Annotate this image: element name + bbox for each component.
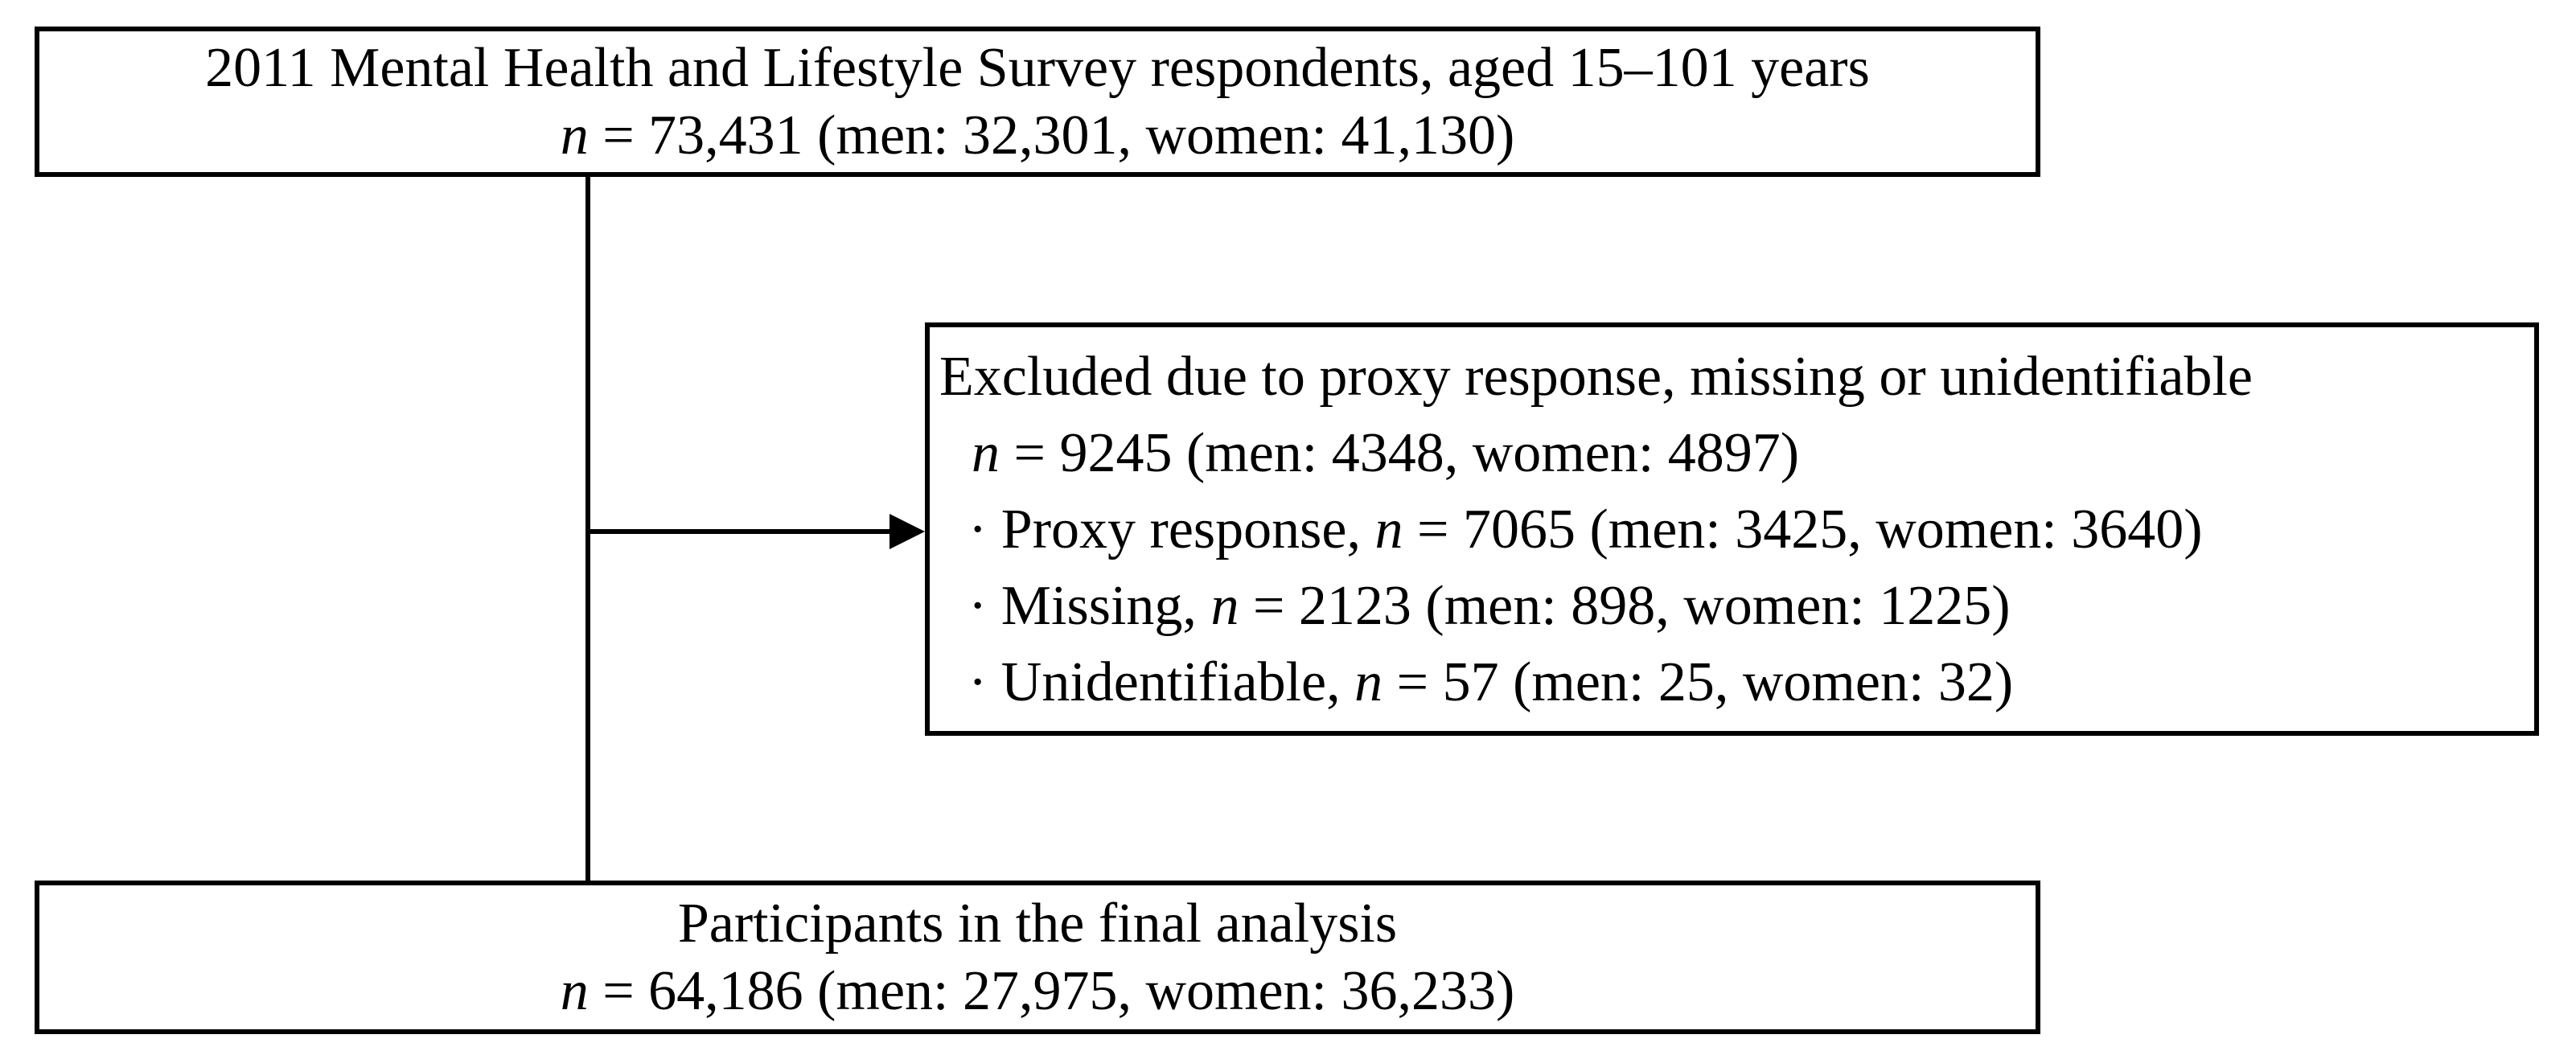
text-segment: = 7065 (men: 3425, women: 3640) xyxy=(1403,498,2203,560)
text-segment: Excluded due to proxy response, missing … xyxy=(939,345,2253,408)
excluded-missing-line: · Missing, n = 2123 (men: 898, women: 12… xyxy=(930,568,2534,644)
italic-n-symbol: n xyxy=(972,421,1000,484)
vertical-connector-line xyxy=(585,177,590,881)
italic-n-symbol: n xyxy=(1354,651,1383,713)
arrowhead-icon xyxy=(889,514,925,549)
excluded-box: Excluded due to proxy response, missing … xyxy=(925,322,2539,736)
text-segment: = 9245 (men: 4348, women: 4897) xyxy=(1000,421,1800,484)
text-segment: Participants in the final analysis xyxy=(677,892,1398,955)
survey-count-line: n = 73,431 (men: 32,301, women: 41,130) xyxy=(39,102,2036,170)
italic-n-symbol: n xyxy=(560,959,589,1022)
excluded-title-line: Excluded due to proxy response, missing … xyxy=(930,339,2534,415)
italic-n-symbol: n xyxy=(560,104,589,166)
text-segment: = 2123 (men: 898, women: 1225) xyxy=(1239,574,2011,637)
text-segment: = 64,186 (men: 27,975, women: 36,233) xyxy=(588,959,1515,1022)
text-segment: · Proxy response, xyxy=(968,498,1375,560)
italic-n-symbol: n xyxy=(1374,498,1403,560)
excluded-total-line: n = 9245 (men: 4348, women: 4897) xyxy=(930,415,2534,491)
excluded-proxy-response-line: · Proxy response, n = 7065 (men: 3425, w… xyxy=(930,491,2534,568)
text-segment: · Missing, xyxy=(968,574,1211,637)
text-segment: = 57 (men: 25, women: 32) xyxy=(1382,651,2014,713)
text-segment: = 73,431 (men: 32,301, women: 41,130) xyxy=(588,104,1515,166)
text-segment: 2011 Mental Health and Lifestyle Survey … xyxy=(205,36,1870,99)
italic-n-symbol: n xyxy=(1210,574,1239,637)
final-title-line: Participants in the final analysis xyxy=(39,890,2036,958)
survey-title-line: 2011 Mental Health and Lifestyle Survey … xyxy=(39,35,2036,102)
text-segment: · Unidentifiable, xyxy=(968,651,1355,713)
excluded-unidentifiable-line: · Unidentifiable, n = 57 (men: 25, women… xyxy=(930,644,2534,721)
exclusion-arrow-line xyxy=(588,529,891,534)
final-analysis-box: Participants in the final analysis n = 6… xyxy=(35,881,2040,1034)
survey-respondents-box: 2011 Mental Health and Lifestyle Survey … xyxy=(35,27,2040,177)
final-count-line: n = 64,186 (men: 27,975, women: 36,233) xyxy=(39,958,2036,1025)
